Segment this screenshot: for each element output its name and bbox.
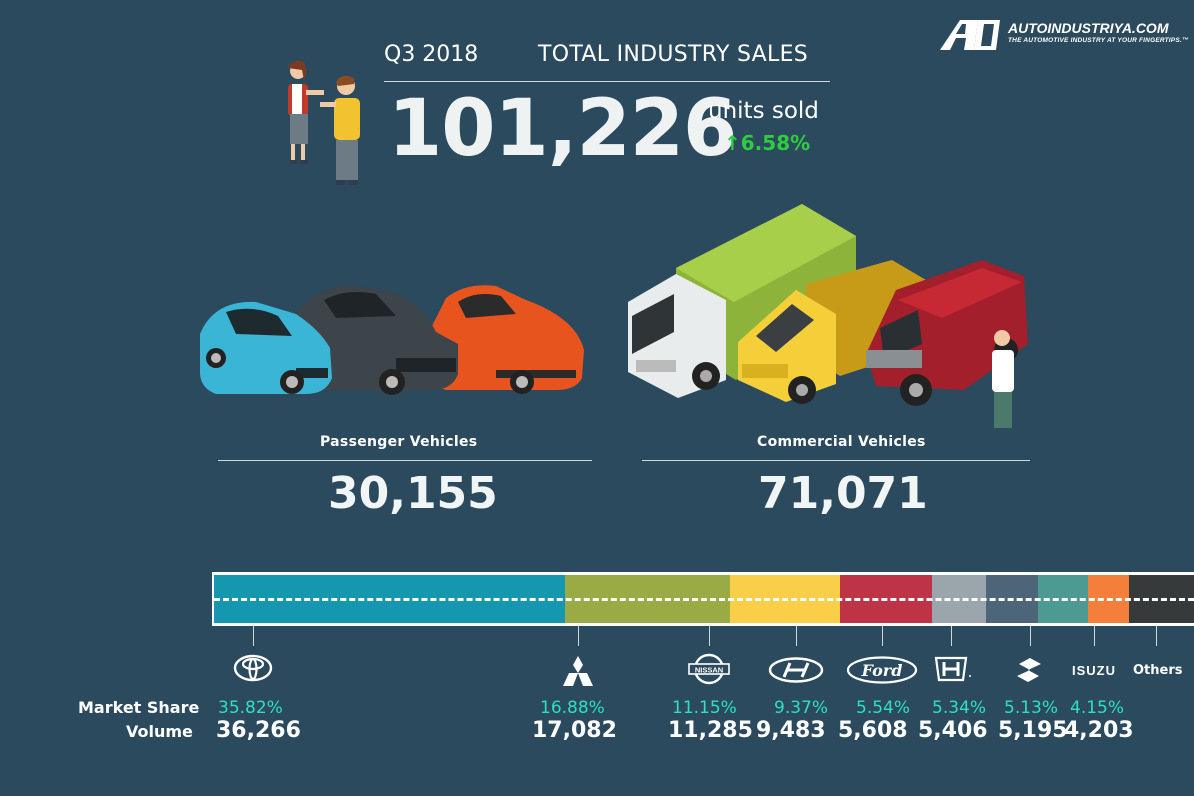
title-divider (384, 81, 830, 82)
tick-honda (951, 626, 952, 646)
volume-value-ford: 5,608 (838, 718, 908, 743)
salespeople-illustration (288, 60, 360, 185)
commercial-divider (642, 460, 1030, 461)
volume-value-hyundai: 9,483 (756, 718, 826, 743)
logo-mark-icon (940, 20, 1000, 50)
share-value-mitsubishi: 16.88% (540, 698, 605, 718)
svg-text:Ford: Ford (861, 661, 903, 680)
volume-value-suzuki: 5,195 (998, 718, 1068, 743)
others-label: Others (1133, 663, 1183, 678)
market-share-row-label: Market Share (78, 698, 200, 717)
passenger-divider (218, 460, 592, 461)
autoindustriya-logo: AUTOINDUSTRIYA.COM THE AUTOMOTIVE INDUST… (938, 18, 1188, 52)
volume-value-nissan: 11,285 (668, 718, 753, 743)
passenger-vehicles-label: Passenger Vehicles (320, 434, 478, 450)
volume-value-toyota: 36,266 (216, 718, 301, 743)
growth-value: 6.58% (740, 131, 811, 155)
market-share-bar (212, 572, 1194, 626)
volume-value-mitsubishi: 17,082 (532, 718, 617, 743)
share-value-suzuki: 5.13% (1004, 698, 1059, 718)
commercial-vehicles-label: Commercial Vehicles (757, 434, 926, 450)
growth-indicator: ↑6.58% (724, 131, 810, 155)
share-value-nissan: 11.15% (672, 698, 737, 718)
volume-row-label: Volume (126, 722, 193, 741)
svg-text:NISSAN: NISSAN (695, 666, 723, 675)
honda-logo-icon (934, 656, 971, 682)
commercial-vehicles-value: 71,071 (758, 468, 928, 519)
share-value-toyota: 35.82% (218, 698, 283, 718)
commercial-vehicles-illustration (628, 204, 1028, 428)
tick-mitsubishi (578, 626, 579, 646)
share-value-honda: 5.34% (932, 698, 987, 718)
tick-hyundai (796, 626, 797, 646)
logo-site-name: AUTOINDUSTRIYA.COM (1008, 20, 1169, 36)
nissan-logo-icon: NISSAN (688, 653, 730, 685)
tick-ford (882, 626, 883, 646)
road-dash-line (214, 598, 1194, 601)
suzuki-logo-icon (1017, 658, 1041, 682)
hyundai-logo-icon (768, 657, 824, 683)
volume-value-isuzu: 4,203 (1064, 718, 1134, 743)
share-value-hyundai: 9.37% (774, 698, 829, 718)
toyota-logo-icon (233, 654, 273, 682)
tick-suzuki (1030, 626, 1031, 646)
passenger-vehicles-value: 30,155 (328, 468, 498, 519)
total-units-value: 101,226 (388, 84, 737, 174)
share-value-ford: 5.54% (856, 698, 911, 718)
isuzu-logo-text: ISUZU (1072, 663, 1116, 678)
tick-nissan (709, 626, 710, 646)
tick-isuzu (1094, 626, 1095, 646)
tick-toyota (253, 626, 254, 646)
units-sold-label: units sold (708, 98, 819, 124)
arrow-up-icon: ↑ (724, 131, 741, 155)
ford-logo-icon: Ford (846, 656, 918, 684)
quarter-label: Q3 2018 (384, 42, 479, 67)
passenger-cars-illustration (200, 285, 584, 395)
volume-value-honda: 5,406 (918, 718, 988, 743)
share-value-isuzu: 4.15% (1070, 698, 1125, 718)
total-sales-title: TOTAL INDUSTRY SALES (538, 42, 809, 67)
logo-tagline: THE AUTOMOTIVE INDUSTRY AT YOUR FINGERTI… (1008, 37, 1189, 44)
tick-others (1156, 626, 1157, 646)
mitsubishi-logo-icon (563, 656, 593, 686)
